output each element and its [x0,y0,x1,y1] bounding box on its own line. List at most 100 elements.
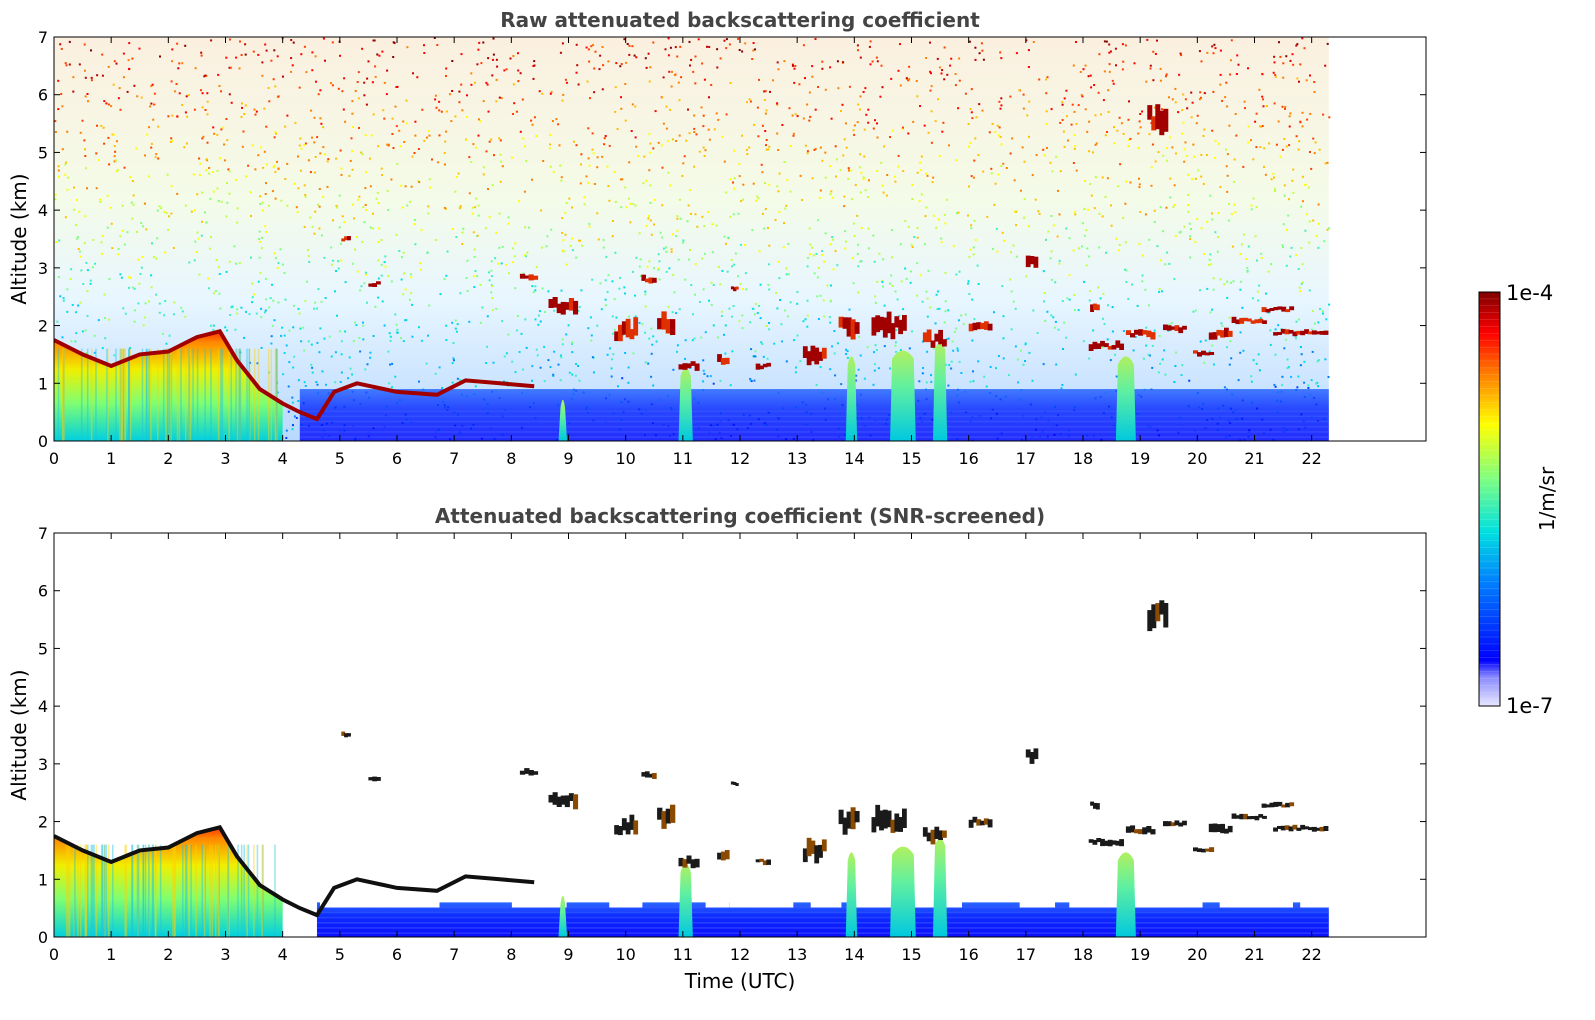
noise-pixel [1095,142,1098,145]
noise-pixel [1072,249,1075,252]
noise-pixel [171,114,174,117]
noise-pixel [653,223,656,226]
noise-pixel [858,335,861,338]
noise-pixel [100,124,103,127]
noise-pixel [711,223,714,226]
cloud-segment [652,773,657,779]
noise-pixel [687,204,690,207]
noise-pixel [1273,61,1276,64]
noise-pixel [84,95,87,98]
cloud-segment [1280,328,1286,334]
noise-pixel [76,237,78,240]
noise-pixel [1263,165,1265,168]
noise-pixel [727,236,730,239]
noise-pixel [1127,145,1130,148]
noise-pixel [535,266,538,269]
noise-pixel [234,178,237,181]
noise-pixel [1287,366,1290,369]
noise-pixel [581,244,584,247]
noise-pixel [1200,60,1203,63]
cloud-segment [818,351,823,361]
noise-pixel [1219,49,1222,52]
noise-pixel [1070,123,1073,126]
noise-pixel [517,69,520,72]
noise-pixel [132,203,135,206]
cloud-segment [1292,331,1298,337]
noise-pixel [765,109,768,112]
noise-pixel [1184,98,1187,101]
noise-pixel [821,60,824,63]
noise-pixel [1285,55,1288,58]
cloud-segment [846,317,852,337]
noise-pixel [1138,186,1141,189]
boundary-layer-streak [168,348,171,441]
cloud-segment [661,311,667,330]
noise-pixel [1127,298,1130,300]
noise-pixel [754,302,757,305]
noise-pixel [260,316,263,319]
x-tick-label: 3 [220,945,230,964]
noise-pixel [778,172,781,175]
noise-pixel [627,381,630,384]
noise-pixel [1162,230,1165,233]
noise-pixel [122,52,125,55]
noise-pixel [1214,156,1217,159]
noise-pixel [610,367,613,370]
noise-pixel [1257,353,1260,356]
boundary-layer-streak [90,844,93,937]
plot-area-raw [54,37,1331,441]
noise-pixel [315,80,317,83]
noise-pixel [943,321,946,324]
noise-pixel [441,387,444,389]
surface-stripe [299,431,1329,433]
noise-pixel [575,71,578,74]
cloud-segment [661,811,667,829]
x-tick-label: 11 [673,449,693,468]
noise-pixel [916,294,919,297]
noise-pixel [593,371,595,374]
cloud-segment [1104,343,1109,348]
noise-pixel [324,59,326,62]
noise-pixel [356,236,358,238]
screened-backscatter-panel: Attenuated backscattering coefficient (S… [7,504,1427,993]
noise-pixel [876,136,879,139]
noise-pixel [478,118,480,121]
noise-pixel [1299,290,1302,293]
noise-pixel [1163,349,1166,352]
cloud-segment [1025,749,1031,758]
noise-pixel [86,314,89,317]
noise-pixel [1285,338,1288,341]
noise-pixel [1259,125,1261,128]
noise-pixel [1183,148,1186,151]
noise-pixel [620,107,623,110]
screened-gap [1024,899,1046,908]
noise-pixel [503,380,505,383]
cloud-segment [618,324,623,342]
noise-pixel [276,381,279,384]
noise-pixel [190,210,193,213]
noise-pixel [55,241,58,243]
noise-pixel [947,384,950,387]
noise-pixel [281,263,284,266]
precipitation-column [890,350,916,441]
noise-pixel [712,251,714,254]
cloud-segment [879,316,884,331]
noise-pixel [106,226,109,229]
cloud-segment [1151,604,1157,629]
noise-pixel [1138,183,1141,186]
noise-pixel [560,179,563,182]
noise-pixel [756,106,759,109]
noise-pixel [649,201,652,204]
noise-pixel [878,252,881,255]
boundary-layer-streak [170,348,172,441]
noise-pixel [606,353,609,356]
noise-pixel [1025,39,1028,42]
noise-pixel [832,268,835,271]
noise-pixel [446,250,449,253]
noise-pixel [235,56,238,59]
noise-pixel [867,108,870,111]
boundary-layer-streak [275,348,277,441]
noise-pixel [320,122,323,125]
noise-pixel [1252,359,1255,362]
noise-pixel [1231,245,1234,248]
